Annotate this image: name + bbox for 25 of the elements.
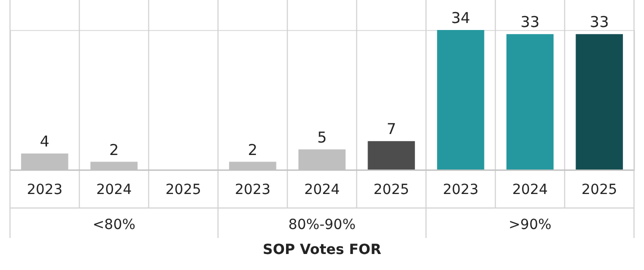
text: <80% (92, 217, 136, 233)
data-label: 33 (590, 13, 609, 32)
x-tick-label: 2024 (512, 182, 548, 198)
text: 80%-90% (288, 217, 356, 233)
x-tick-label: 2023 (234, 182, 270, 198)
data-label: 34 (451, 9, 470, 27)
x-tick-label: 2025 (374, 182, 410, 198)
bar (576, 34, 623, 170)
x-tick-label: 2023 (442, 182, 478, 198)
x-tick-label: 2025 (582, 182, 618, 198)
data-label: 33 (520, 13, 540, 32)
text: >90% (508, 217, 552, 233)
x-tick-label: 2023 (26, 182, 62, 198)
bar (368, 141, 415, 170)
x-axis-title: SOP Votes FOR (262, 242, 382, 258)
x-tick-label: 2024 (304, 182, 340, 198)
bar (506, 34, 554, 170)
data-label: 7 (386, 120, 396, 138)
bar (437, 30, 484, 170)
data-label: 2 (248, 140, 258, 159)
x-tick-label: 2025 (166, 182, 202, 198)
x-tick-label: 2024 (96, 182, 132, 198)
data-label: 5 (317, 128, 327, 146)
data-label: 4 (40, 132, 50, 151)
data-label: 2 (109, 140, 119, 159)
